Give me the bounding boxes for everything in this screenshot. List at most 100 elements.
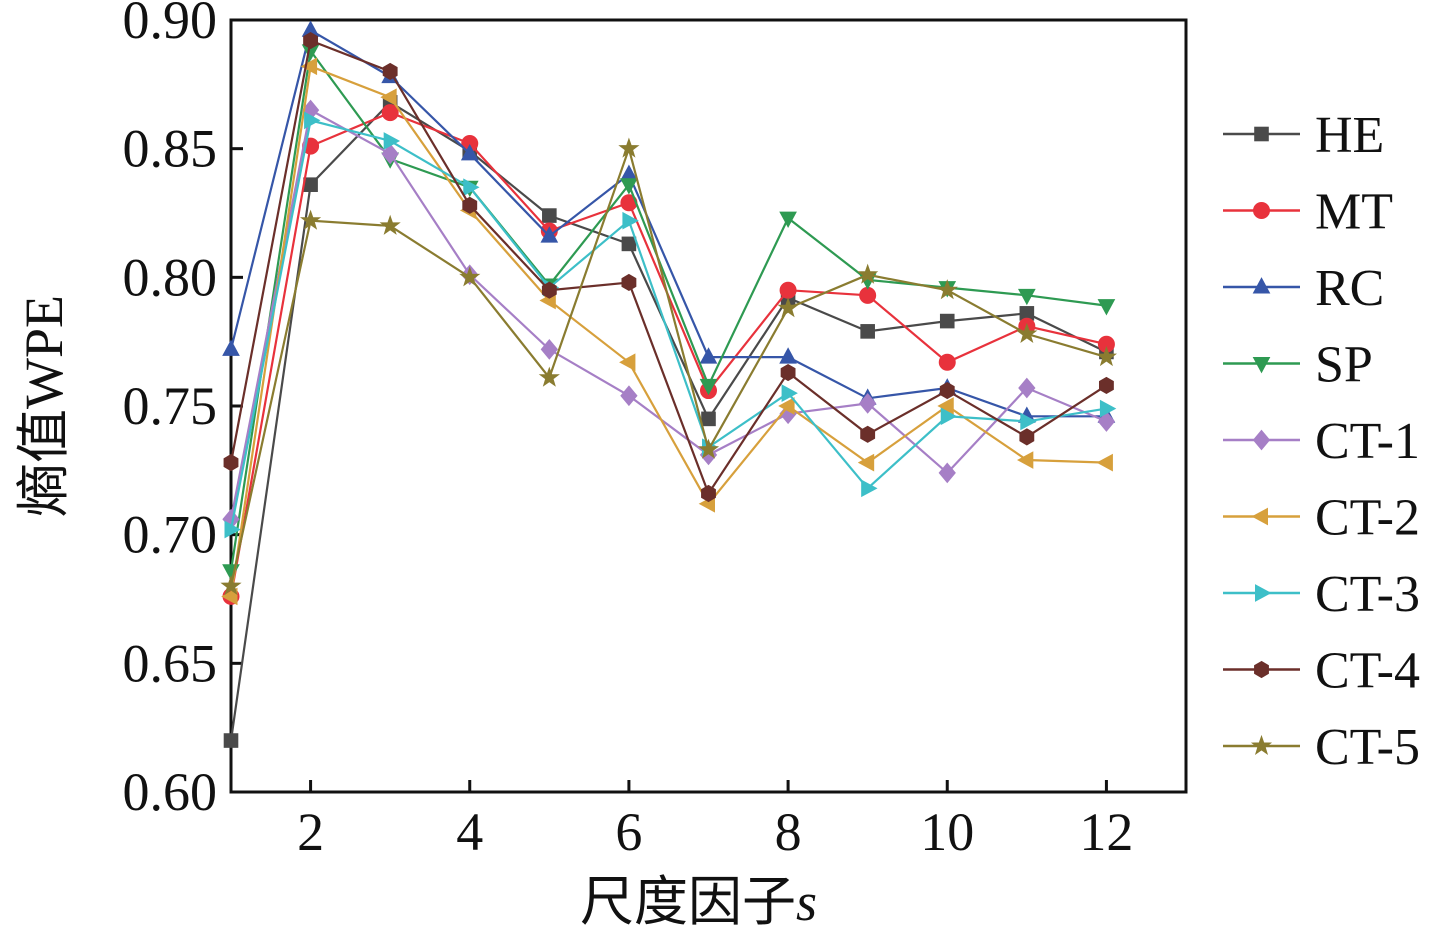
x-tick-label: 2 — [297, 802, 324, 862]
data-point — [381, 143, 399, 165]
legend-label: CT-4 — [1315, 643, 1420, 700]
x-axis-title: 尺度因子s — [580, 872, 817, 930]
legend-marker — [1253, 202, 1270, 219]
data-point — [223, 454, 239, 472]
data-point — [1016, 322, 1038, 343]
series-line — [229, 39, 1107, 496]
series-ct-4 — [223, 32, 1114, 503]
data-point — [1098, 376, 1114, 394]
data-point — [857, 453, 875, 472]
series-mt — [222, 104, 1115, 605]
data-point — [224, 520, 241, 539]
data-point — [936, 279, 958, 300]
data-point — [781, 384, 798, 402]
legend-label: HE — [1315, 107, 1384, 164]
series-he — [223, 95, 1114, 748]
data-point — [1017, 288, 1036, 306]
data-point — [304, 111, 321, 130]
series-line — [229, 144, 1107, 587]
legend-entry-sp: SP — [1223, 337, 1373, 394]
legend-marker — [1251, 507, 1268, 526]
data-point — [779, 347, 797, 364]
legend-label: CT-2 — [1315, 490, 1420, 547]
x-axis-title-text: 尺度因子 — [580, 872, 796, 930]
x-axis-title-variable: s — [796, 872, 817, 930]
legend-entry-ct-2: CT-2 — [1223, 490, 1420, 547]
data-point — [618, 137, 640, 158]
data-point — [1019, 428, 1035, 446]
legend-entry-rc: RC — [1223, 260, 1384, 317]
y-tick-label: 0.80 — [123, 247, 218, 307]
data-point — [542, 208, 557, 223]
data-point — [460, 143, 479, 161]
legend-marker — [1250, 734, 1273, 755]
legend-marker — [1255, 584, 1272, 602]
x-tick-label: 4 — [456, 802, 483, 862]
legend-label: RC — [1315, 260, 1384, 317]
legend-entry-ct-4: CT-4 — [1223, 643, 1420, 700]
y-tick-label: 0.60 — [123, 762, 218, 822]
y-tick-label: 0.90 — [123, 0, 218, 50]
data-point — [379, 214, 401, 235]
data-point — [937, 397, 954, 415]
x-tick-label: 6 — [615, 802, 642, 862]
data-point — [621, 236, 637, 252]
legend-label: CT-5 — [1315, 719, 1420, 776]
data-point — [300, 209, 322, 230]
x-tick-label: 10 — [920, 802, 974, 862]
series-line — [229, 100, 1107, 741]
data-point — [778, 397, 795, 415]
data-point — [620, 385, 638, 407]
data-point — [300, 57, 318, 76]
series-sp — [222, 44, 1116, 581]
data-point — [541, 281, 557, 299]
legend: HE MT RC SP CT-1 CT-2 CT-3 CT-4 CT-5 — [1223, 107, 1420, 776]
series-line — [229, 111, 1107, 597]
y-tick-label: 0.70 — [123, 505, 218, 565]
series-line — [229, 119, 1107, 530]
data-point — [538, 366, 560, 387]
data-point — [699, 378, 718, 396]
data-point — [1018, 377, 1036, 399]
legend-label: SP — [1315, 337, 1373, 394]
data-point — [939, 313, 955, 329]
data-point — [860, 324, 875, 339]
series-line — [229, 108, 1107, 520]
data-point — [1097, 299, 1116, 316]
series-line — [229, 48, 1107, 571]
legend-marker — [1254, 126, 1269, 142]
data-point — [701, 411, 716, 427]
data-point — [939, 381, 955, 400]
data-point — [303, 32, 319, 50]
series-rc — [222, 20, 1116, 423]
legend-entry-mt: MT — [1223, 184, 1393, 241]
legend-marker — [1252, 357, 1271, 374]
x-tick-label: 12 — [1079, 802, 1133, 862]
legend-marker — [1252, 277, 1271, 294]
data-point — [779, 211, 797, 228]
legend-entry-ct-1: CT-1 — [1223, 413, 1420, 470]
data-point — [1016, 451, 1034, 469]
axes: 2 4 6 8 10 12 0.60 0.65 0.70 0.75 0.80 0.85 0.90 — [123, 0, 1134, 862]
legend-marker — [1252, 429, 1271, 451]
y-axis-title: 熵值WPE — [14, 295, 74, 517]
data-point — [857, 263, 879, 284]
series-line — [229, 64, 1107, 597]
data-point — [222, 339, 240, 356]
data-point — [380, 88, 397, 107]
legend-label: MT — [1315, 184, 1393, 241]
legend-marker — [1254, 660, 1269, 679]
data-point — [1096, 453, 1113, 472]
data-point — [382, 62, 398, 81]
data-point — [221, 587, 238, 606]
data-point — [861, 479, 878, 498]
data-point — [622, 211, 639, 230]
data-point — [540, 226, 559, 243]
series-line — [229, 28, 1107, 418]
legend-label: CT-1 — [1315, 413, 1420, 470]
data-point — [1020, 412, 1037, 431]
data-point — [303, 177, 318, 192]
data-point — [697, 438, 720, 459]
y-tick-label: 0.75 — [123, 376, 218, 436]
x-tick-label: 8 — [775, 802, 802, 862]
